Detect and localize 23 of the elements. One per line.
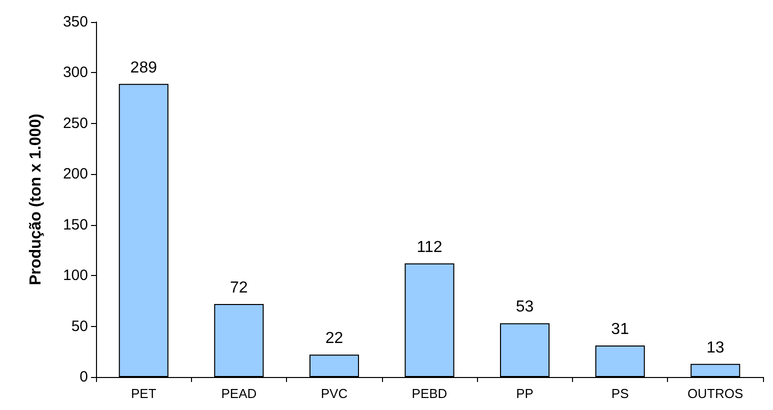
y-tick-label: 0 <box>80 368 88 386</box>
data-label: 31 <box>611 321 630 338</box>
x-tick-label: PS <box>611 386 630 401</box>
x-tick-label: PVC <box>320 386 348 401</box>
x-tick-label: PEAD <box>221 386 257 401</box>
data-label: 289 <box>130 59 158 76</box>
data-label: 13 <box>706 339 724 356</box>
data-label: 22 <box>325 330 344 348</box>
data-label: 53 <box>516 298 534 316</box>
x-tick-label: PEBD <box>412 386 448 401</box>
x-tick-label: PET <box>130 386 156 401</box>
y-tick-label: 200 <box>62 166 88 183</box>
data-label: 72 <box>230 279 248 296</box>
y-tick-label: 50 <box>71 318 88 335</box>
x-tick-label: PP <box>516 386 534 401</box>
y-tick-label: 150 <box>62 216 88 234</box>
y-tick-label: 100 <box>62 267 88 284</box>
y-tick-label: 250 <box>62 114 88 132</box>
y-tick-label: 350 <box>62 14 88 30</box>
y-tick-label: 300 <box>62 64 88 82</box>
y-axis-title: Produção (ton x 1.000) <box>28 114 44 286</box>
x-tick-label: OUTROS <box>688 386 744 401</box>
data-label: 112 <box>416 238 442 256</box>
